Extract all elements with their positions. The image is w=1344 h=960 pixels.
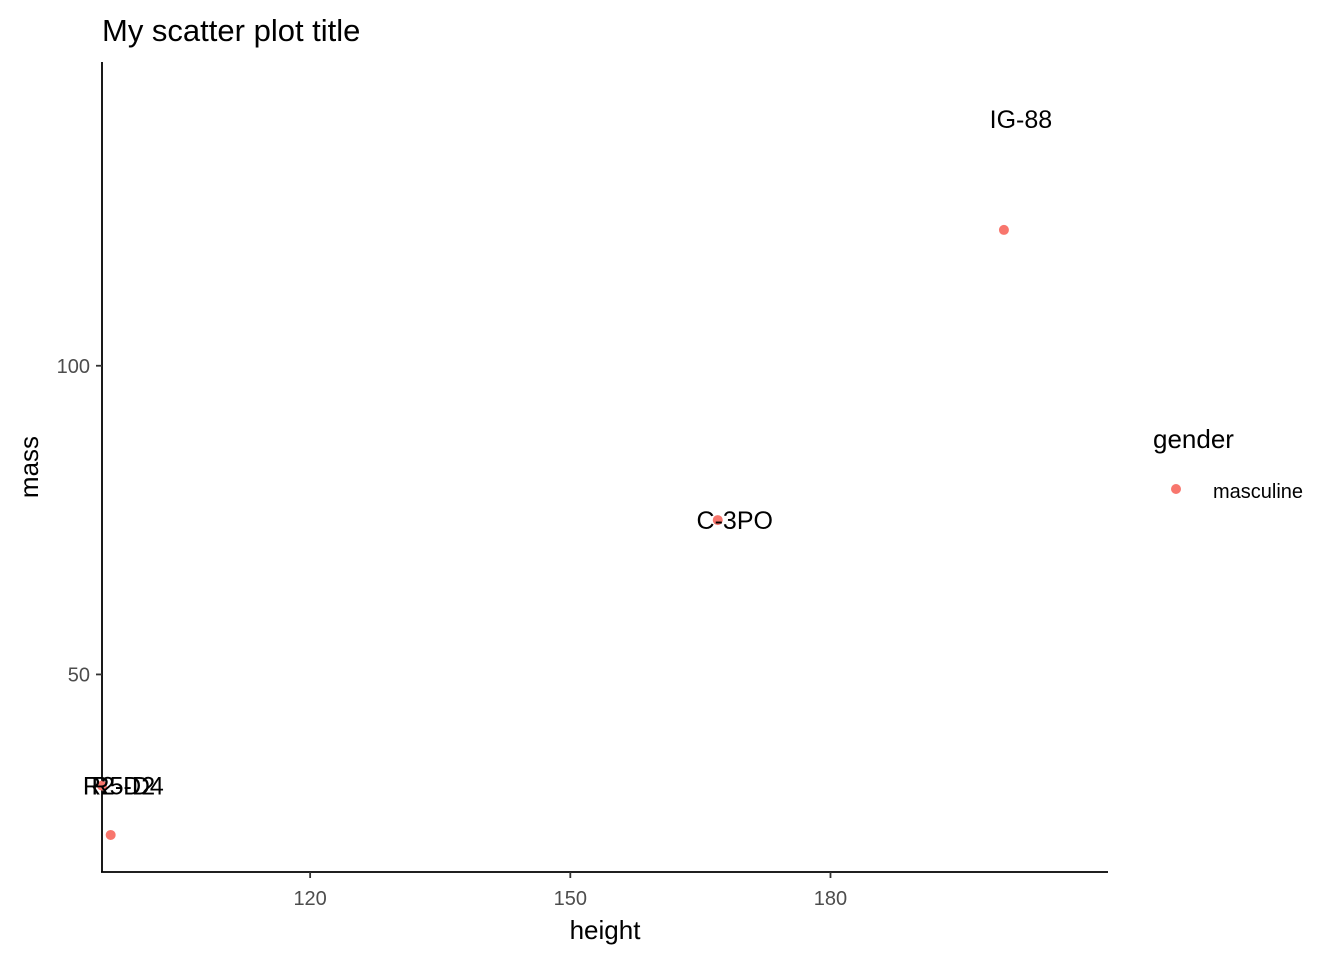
- legend: gender masculine: [1153, 424, 1303, 503]
- chart-title: My scatter plot title: [102, 13, 360, 48]
- y-tick-label: 100: [57, 356, 90, 378]
- scatter-point: [998, 224, 1009, 235]
- scatter-point: [712, 515, 723, 526]
- scatter-point: [97, 780, 107, 791]
- y-tick-label: 50: [68, 664, 90, 686]
- point-label: C-3PO: [697, 507, 773, 535]
- y-axis-title: mass: [14, 436, 44, 498]
- legend-label-masculine: masculine: [1213, 481, 1303, 503]
- point-label: R2-D2: [83, 773, 155, 801]
- x-axis-title: height: [570, 915, 642, 945]
- x-tick-label: 150: [554, 888, 587, 910]
- scatter-point: [105, 829, 116, 840]
- point-label: IG-88: [990, 106, 1053, 134]
- legend-key-masculine: [1171, 484, 1181, 494]
- point-label: R5-D4: [92, 773, 164, 801]
- legend-title: gender: [1153, 424, 1234, 454]
- x-tick-label: 120: [293, 888, 326, 910]
- ticks-layer: 120 150 180 50 100: [57, 356, 848, 910]
- points-layer: [97, 224, 1009, 840]
- x-tick-label: 180: [814, 888, 847, 910]
